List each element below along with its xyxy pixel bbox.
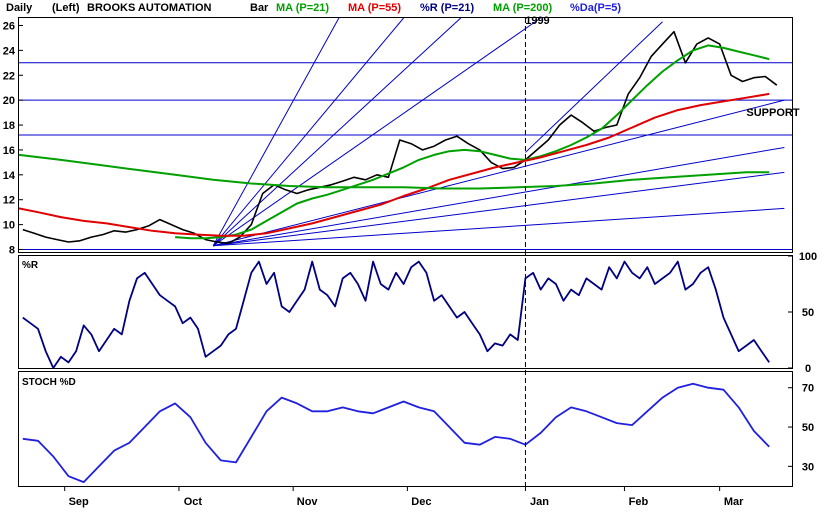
legend-ma55: MA (P=55) xyxy=(348,2,401,14)
month-tick-label: Jan xyxy=(530,496,549,508)
fan-line-2 xyxy=(212,17,462,247)
percent-r-tick-label: 0 xyxy=(805,363,811,375)
price-tick-label: 18 xyxy=(3,120,15,132)
price-tick-label: 16 xyxy=(3,145,15,157)
panel-frames xyxy=(18,17,793,487)
stoch-tick-label: 70 xyxy=(802,383,814,395)
month-tick-label: Sep xyxy=(69,496,89,508)
percent-r-panel-label: %R xyxy=(22,260,39,271)
fan-line-6 xyxy=(213,171,785,247)
price-tick-label: 26 xyxy=(3,20,15,32)
horizontal-support-lines xyxy=(19,62,792,251)
fan-line-7 xyxy=(213,207,785,247)
price-panel-frame xyxy=(18,17,793,253)
legend-percent-r: %R (P=21) xyxy=(420,2,474,14)
legend-bar: Bar xyxy=(250,2,269,14)
month-tick-label: Oct xyxy=(184,496,203,508)
month-axis-ticks: Sep Oct Nov Dec Jan Feb Mar xyxy=(64,486,744,508)
price-tick-label: 20 xyxy=(3,95,15,107)
percent-r-series xyxy=(22,260,770,369)
stoch-tick-label: 50 xyxy=(802,422,814,434)
price-tick-label: 22 xyxy=(3,70,15,82)
price-bar-line xyxy=(22,30,778,245)
fan-line-5 xyxy=(213,146,785,247)
month-tick-label: Mar xyxy=(724,496,744,508)
trend-line xyxy=(525,21,663,153)
header-scale: (Left) xyxy=(52,2,80,14)
month-tick-label: Feb xyxy=(629,496,649,508)
stoch-panel-label: STOCH %D xyxy=(22,377,76,388)
support-annotation: SUPPORT xyxy=(746,107,799,119)
price-axis-ticks: 8 10 12 14 16 18 20 22 24 26 xyxy=(3,20,23,257)
year-label: 1999 xyxy=(525,15,549,27)
legend-ma21: MA (P=21) xyxy=(276,2,329,14)
legend-stoch-d: %Da(P=5) xyxy=(570,2,621,14)
ma21-line xyxy=(175,44,770,240)
fan-line-0 xyxy=(212,17,340,247)
month-tick-label: Nov xyxy=(297,496,319,508)
fan-line-3 xyxy=(212,17,541,247)
legend-ma200: MA (P=200) xyxy=(493,2,553,14)
price-tick-label: 12 xyxy=(3,195,15,207)
percent-r-axis-ticks: 0 50 100 xyxy=(788,251,817,375)
stoch-series xyxy=(22,382,770,484)
stoch-tick-label: 30 xyxy=(802,461,814,473)
header-symbol: BROOKS AUTOMATION xyxy=(87,2,212,14)
stoch-panel-frame xyxy=(18,371,793,487)
ma200-line xyxy=(18,153,770,190)
stoch-axis-ticks: 30 50 70 xyxy=(788,383,814,473)
month-tick-label: Dec xyxy=(411,496,431,508)
price-tick-label: 8 xyxy=(9,245,15,257)
price-tick-label: 14 xyxy=(3,170,16,182)
fan-line-4 xyxy=(213,99,785,247)
price-series xyxy=(18,30,778,245)
fan-line-1 xyxy=(212,17,404,247)
stoch-d-line xyxy=(22,382,770,484)
percent-r-panel-frame xyxy=(18,255,793,369)
header-period: Daily xyxy=(6,2,33,14)
ma55-line xyxy=(18,92,770,237)
percent-r-line xyxy=(22,260,770,369)
price-tick-label: 24 xyxy=(3,45,16,57)
chart-annotations: 1999 SUPPORT xyxy=(524,15,800,486)
percent-r-tick-label: 100 xyxy=(799,251,817,263)
price-tick-label: 10 xyxy=(3,220,15,232)
gann-fan xyxy=(212,17,785,247)
chart-header: Daily (Left) BROOKS AUTOMATION Bar MA (P… xyxy=(6,2,621,14)
percent-r-tick-label: 50 xyxy=(802,307,814,319)
